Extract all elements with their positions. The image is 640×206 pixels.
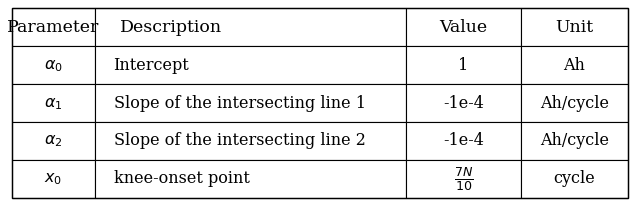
Text: Value: Value: [440, 19, 488, 36]
Bar: [95, 84, 406, 122]
Bar: [406, 160, 520, 198]
Bar: [406, 8, 520, 46]
Bar: [95, 160, 406, 198]
Bar: [12, 46, 95, 84]
Bar: [406, 122, 520, 160]
Bar: [520, 122, 628, 160]
Text: 1: 1: [458, 57, 468, 74]
Bar: [12, 160, 95, 198]
Bar: [520, 84, 628, 122]
Bar: [95, 46, 406, 84]
Bar: [95, 122, 406, 160]
Bar: [12, 8, 95, 46]
Bar: [12, 84, 95, 122]
Text: -1e-4: -1e-4: [443, 95, 484, 111]
Text: Ah: Ah: [564, 57, 586, 74]
Text: $\alpha_2$: $\alpha_2$: [44, 132, 63, 149]
Bar: [12, 122, 95, 160]
Text: Parameter: Parameter: [7, 19, 99, 36]
Text: $x_0$: $x_0$: [44, 170, 62, 187]
Text: knee-onset point: knee-onset point: [113, 170, 250, 187]
Bar: [406, 46, 520, 84]
Text: Slope of the intersecting line 1: Slope of the intersecting line 1: [113, 95, 365, 111]
Text: Ah/cycle: Ah/cycle: [540, 95, 609, 111]
Text: Intercept: Intercept: [113, 57, 189, 74]
Bar: [520, 8, 628, 46]
Bar: [520, 160, 628, 198]
Bar: [95, 8, 406, 46]
Text: Description: Description: [120, 19, 222, 36]
Text: -1e-4: -1e-4: [443, 132, 484, 149]
Text: cycle: cycle: [554, 170, 595, 187]
Text: $\frac{7N}{10}$: $\frac{7N}{10}$: [454, 165, 473, 193]
Text: Slope of the intersecting line 2: Slope of the intersecting line 2: [113, 132, 365, 149]
Bar: [520, 46, 628, 84]
Bar: [406, 84, 520, 122]
Text: $\alpha_0$: $\alpha_0$: [44, 57, 63, 74]
Text: Ah/cycle: Ah/cycle: [540, 132, 609, 149]
Text: Unit: Unit: [556, 19, 593, 36]
Text: $\alpha_1$: $\alpha_1$: [44, 95, 63, 111]
